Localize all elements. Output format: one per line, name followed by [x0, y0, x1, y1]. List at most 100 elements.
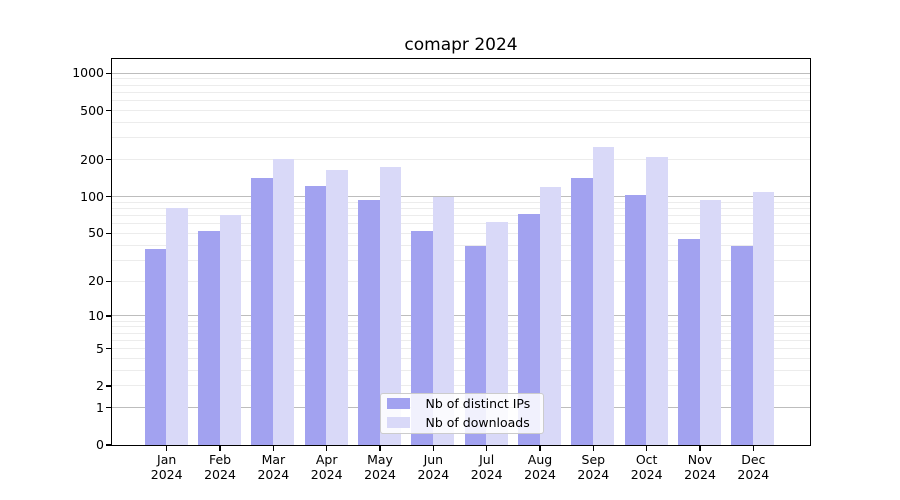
- gridline-minor: [111, 259, 810, 261]
- x-tick-label-oct: Oct 2024: [630, 452, 663, 482]
- gridline-minor: [111, 223, 810, 225]
- x-tick-mark: [485, 446, 488, 451]
- x-tick-mark: [379, 446, 381, 451]
- bar-distinct-ips-aug: [518, 213, 540, 445]
- bar-downloads-oct: [646, 156, 668, 445]
- bar-distinct-ips-oct: [624, 195, 647, 445]
- y-tick-label-50: 50: [88, 225, 104, 241]
- y-tick-mark: [106, 196, 112, 198]
- legend-swatch-downloads: [386, 416, 410, 429]
- y-tick-label-500: 500: [80, 102, 104, 118]
- gridline-major: [111, 72, 810, 74]
- y-tick-label-100: 100: [80, 188, 104, 204]
- gridline-minor: [111, 84, 810, 86]
- x-tick-mark: [539, 446, 541, 451]
- gridline-minor: [111, 332, 810, 334]
- bar-distinct-ips-jan: [144, 248, 167, 445]
- legend-item-distinct-ips: Nb of distinct IPs: [381, 396, 543, 411]
- gridline-minor: [111, 91, 810, 93]
- x-tick-mark: [166, 446, 168, 451]
- legend-label-distinct-ips: Nb of distinct IPs: [425, 396, 531, 411]
- x-tick-label-apr: Apr 2024: [310, 452, 343, 482]
- bar-downloads-jun: [432, 197, 455, 445]
- gridline-minor: [111, 159, 810, 161]
- gridline-major: [111, 315, 810, 317]
- x-tick-label-aug: Aug 2024: [524, 452, 556, 482]
- gridline-minor: [111, 320, 810, 322]
- x-tick-mark: [752, 446, 755, 451]
- bar-downloads-nov: [699, 199, 721, 445]
- y-tick-mark: [106, 158, 112, 161]
- bar-downloads-sep: [592, 147, 615, 445]
- x-tick-mark: [432, 446, 435, 451]
- legend-item-downloads: Nb of downloads: [381, 415, 543, 430]
- gridline-minor: [111, 244, 810, 246]
- bar-distinct-ips-mar: [251, 177, 273, 445]
- bar-downloads-jan: [166, 208, 188, 445]
- y-tick-mark: [106, 232, 112, 235]
- x-tick-mark: [699, 446, 701, 451]
- bar-downloads-apr: [326, 170, 348, 445]
- gridline-minor: [111, 357, 810, 359]
- bar-distinct-ips-apr: [304, 186, 327, 445]
- gridline-minor: [111, 208, 810, 210]
- y-tick-label-2: 2: [96, 377, 104, 393]
- x-tick-label-nov: Nov 2024: [684, 452, 716, 482]
- bar-downloads-mar: [272, 159, 295, 445]
- gridline-minor: [111, 122, 810, 124]
- bar-downloads-aug: [539, 186, 561, 445]
- y-tick-mark: [106, 444, 112, 446]
- x-tick-label-mar: Mar 2024: [257, 452, 290, 482]
- y-tick-label-200: 200: [80, 151, 104, 167]
- x-tick-mark: [219, 446, 221, 451]
- y-tick-mark: [106, 72, 112, 74]
- gridline-minor: [111, 326, 810, 328]
- y-tick-label-20: 20: [88, 272, 104, 288]
- x-tick-label-jan: Jan 2024: [150, 452, 183, 482]
- y-tick-mark: [106, 315, 112, 317]
- x-tick-mark: [272, 446, 275, 451]
- y-tick-mark: [106, 385, 112, 387]
- x-tick-label-may: May 2024: [364, 452, 396, 482]
- gridline-minor: [111, 215, 810, 217]
- y-tick-label-0: 0: [96, 436, 104, 452]
- y-tick-mark: [106, 109, 112, 112]
- bar-downloads-jul: [486, 222, 508, 445]
- bar-downloads-may: [379, 167, 402, 445]
- x-tick-label-feb: Feb 2024: [204, 452, 236, 482]
- chart-title: comapr 2024: [404, 35, 518, 55]
- y-tick-mark: [106, 280, 112, 282]
- gridline-minor: [111, 339, 810, 341]
- bar-downloads-dec: [752, 192, 775, 445]
- x-tick-mark: [645, 446, 648, 451]
- legend: Nb of distinct IPs Nb of downloads: [379, 392, 544, 434]
- gridline-minor: [111, 348, 810, 350]
- bar-downloads-feb: [219, 215, 242, 445]
- legend-swatch-distinct-ips: [386, 397, 410, 410]
- bar-distinct-ips-dec: [731, 246, 753, 445]
- x-tick-label-jun: Jun 2024: [417, 452, 450, 482]
- gridline-minor: [111, 201, 810, 203]
- gridline-major: [111, 196, 810, 198]
- gridline-minor: [111, 385, 810, 387]
- y-tick-label-1000: 1000: [72, 65, 104, 81]
- x-tick-label-dec: Dec 2024: [737, 452, 770, 482]
- y-tick-label-10: 10: [88, 307, 104, 323]
- gridline-minor: [111, 100, 810, 102]
- x-tick-mark: [325, 446, 328, 451]
- gridline-minor: [111, 280, 810, 282]
- legend-label-downloads: Nb of downloads: [425, 415, 530, 430]
- gridline-minor: [111, 137, 810, 139]
- x-tick-mark: [592, 446, 595, 451]
- gridline-minor: [111, 78, 810, 80]
- y-tick-label-5: 5: [96, 340, 104, 356]
- bar-distinct-ips-may: [358, 200, 380, 445]
- gridline-minor: [111, 369, 810, 371]
- y-tick-mark: [106, 347, 112, 350]
- bar-distinct-ips-feb: [198, 230, 220, 445]
- bar-distinct-ips-jun: [411, 230, 433, 445]
- gridline-minor: [111, 232, 810, 234]
- y-tick-label-1: 1: [96, 399, 104, 415]
- bar-distinct-ips-nov: [678, 238, 700, 445]
